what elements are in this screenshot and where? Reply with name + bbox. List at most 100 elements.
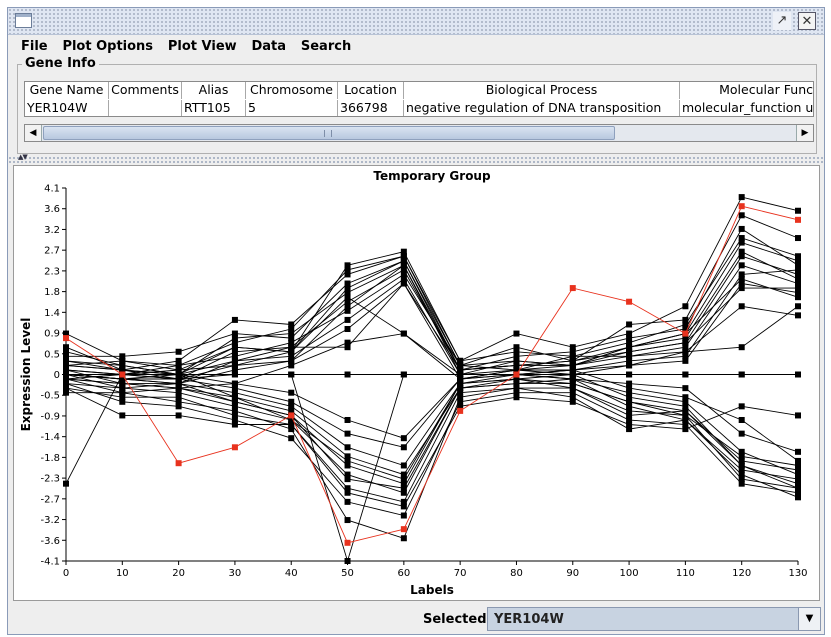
title-bar[interactable]: ↗ ✕ bbox=[8, 8, 824, 35]
dropdown-arrow-icon[interactable]: ▼ bbox=[798, 608, 820, 630]
series-point bbox=[682, 358, 688, 364]
series-point bbox=[795, 312, 801, 318]
expression-chart: Temporary Group Labels Expression Level 4.1… bbox=[14, 166, 819, 600]
app-window-icon bbox=[15, 13, 32, 28]
series-point bbox=[345, 317, 351, 323]
series-point bbox=[795, 208, 801, 214]
series-point bbox=[682, 321, 688, 327]
column-header-molecular-function[interactable]: Molecular Func bbox=[680, 82, 814, 99]
series-point bbox=[401, 372, 407, 378]
series-point bbox=[288, 435, 294, 441]
series-point bbox=[739, 285, 745, 291]
column-header-alias[interactable]: Alias bbox=[182, 82, 246, 99]
menu-data[interactable]: Data bbox=[251, 36, 286, 54]
series-point bbox=[513, 349, 519, 355]
y-tick-label: 0.5 bbox=[44, 349, 60, 360]
series-point bbox=[176, 349, 182, 355]
series-point bbox=[682, 426, 688, 432]
x-tick-label: 100 bbox=[620, 568, 639, 579]
series-point bbox=[345, 372, 351, 378]
series-point bbox=[176, 372, 182, 378]
series-point bbox=[63, 481, 69, 487]
maximize-icon[interactable]: ↗ bbox=[773, 12, 791, 30]
series-point bbox=[345, 490, 351, 496]
highlighted-series-point bbox=[457, 408, 463, 414]
x-tick-label: 90 bbox=[566, 568, 579, 579]
series-point bbox=[232, 317, 238, 323]
scrollbar-thumb[interactable] bbox=[43, 126, 615, 140]
series-point bbox=[795, 303, 801, 309]
series-point bbox=[63, 349, 69, 355]
series-point bbox=[345, 267, 351, 273]
series-point bbox=[288, 422, 294, 428]
column-header-comments[interactable]: Comments bbox=[109, 82, 182, 99]
horizontal-scrollbar[interactable]: ◀ ▶ bbox=[24, 124, 814, 142]
cell-biological-process[interactable]: negative regulation of DNA transposition bbox=[404, 100, 680, 117]
highlighted-series-point bbox=[795, 217, 801, 223]
cell-location[interactable]: 366798 bbox=[338, 100, 404, 117]
series-point bbox=[232, 408, 238, 414]
series-point bbox=[345, 294, 351, 300]
series-point bbox=[345, 344, 351, 350]
selected-label: Selected: bbox=[423, 612, 492, 627]
series-point bbox=[401, 281, 407, 287]
y-tick-label: 0.9 bbox=[44, 329, 60, 340]
cell-molecular-function[interactable]: molecular_function u bbox=[680, 100, 814, 117]
app-window: ↗ ✕ File Plot Options Plot View Data Sea… bbox=[7, 7, 825, 635]
cell-gene-name[interactable]: YER104W bbox=[25, 100, 109, 117]
series-point bbox=[682, 408, 688, 414]
series-point bbox=[345, 326, 351, 332]
menu-plot-view[interactable]: Plot View bbox=[168, 36, 237, 54]
gene-info-table: Gene Name Comments Alias Chromosome Loca… bbox=[24, 81, 814, 117]
cell-alias[interactable]: RTT105 bbox=[182, 100, 246, 117]
series-point bbox=[401, 444, 407, 450]
column-header-chromosome[interactable]: Chromosome bbox=[246, 82, 338, 99]
series-point bbox=[345, 458, 351, 464]
series-point bbox=[739, 417, 745, 423]
series-point bbox=[682, 340, 688, 346]
highlighted-series-point bbox=[63, 335, 69, 341]
y-tick-label: -1.8 bbox=[40, 453, 60, 464]
series-point bbox=[739, 235, 745, 241]
scroll-left-icon[interactable]: ◀ bbox=[25, 125, 42, 141]
series-point bbox=[176, 362, 182, 368]
series-point bbox=[119, 412, 125, 418]
cell-chromosome[interactable]: 5 bbox=[246, 100, 338, 117]
menu-plot-options[interactable]: Plot Options bbox=[62, 36, 153, 54]
series-point bbox=[626, 381, 632, 387]
series-point bbox=[570, 372, 576, 378]
close-icon[interactable]: ✕ bbox=[798, 12, 816, 30]
series-point bbox=[401, 485, 407, 491]
series-point bbox=[345, 517, 351, 523]
x-tick-label: 80 bbox=[510, 568, 523, 579]
selected-gene-dropdown[interactable]: YER104W ▼ bbox=[487, 607, 821, 631]
series-point bbox=[232, 358, 238, 364]
series-point bbox=[626, 362, 632, 368]
cell-comments[interactable] bbox=[109, 100, 182, 117]
y-tick-label: -0.5 bbox=[40, 391, 60, 402]
x-tick-label: 130 bbox=[788, 568, 807, 579]
menu-file[interactable]: File bbox=[21, 36, 48, 54]
status-bar: Selected: YER104W ▼ bbox=[8, 603, 824, 634]
scroll-right-icon[interactable]: ▶ bbox=[796, 125, 813, 141]
series-point bbox=[513, 394, 519, 400]
series-point bbox=[795, 485, 801, 491]
series-point bbox=[232, 394, 238, 400]
series-point bbox=[288, 399, 294, 405]
highlighted-series-point bbox=[345, 540, 351, 546]
gene-info-title: Gene Info bbox=[22, 56, 99, 71]
collapse-arrows-icon[interactable]: ▲▼ bbox=[18, 153, 27, 161]
column-header-biological-process[interactable]: Biological Process bbox=[404, 82, 680, 99]
column-header-location[interactable]: Location bbox=[338, 82, 404, 99]
series-point bbox=[288, 372, 294, 378]
split-pane-divider[interactable]: ▲▼ bbox=[8, 156, 824, 164]
y-tick-label: 4.1 bbox=[44, 184, 60, 195]
y-tick-label: -2.3 bbox=[40, 474, 60, 485]
series-point bbox=[795, 276, 801, 282]
menu-search[interactable]: Search bbox=[301, 36, 351, 54]
series-point bbox=[119, 390, 125, 396]
series-point bbox=[626, 412, 632, 418]
column-header-gene-name[interactable]: Gene Name bbox=[25, 82, 109, 99]
y-tick-label: 2.3 bbox=[44, 266, 60, 277]
series-point bbox=[345, 558, 351, 564]
